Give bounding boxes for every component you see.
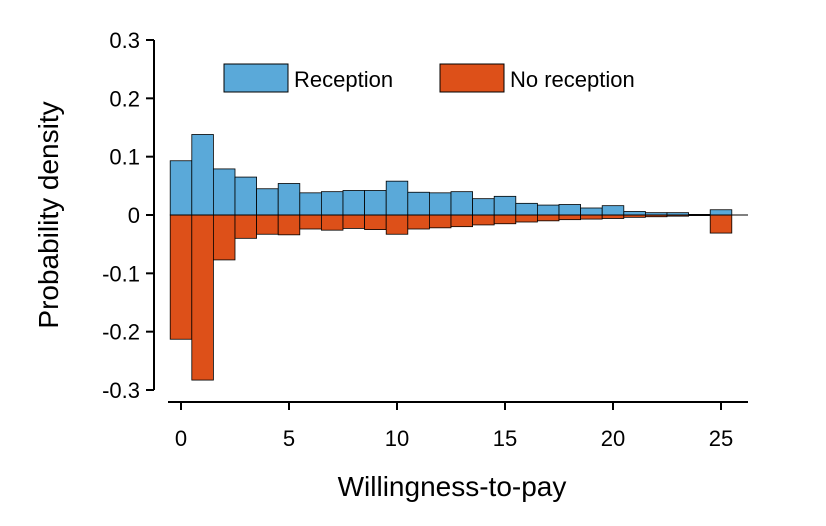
bar-no-reception [580,214,603,220]
bar-reception [472,198,495,216]
legend-label-reception: Reception [294,67,393,92]
x-tick-label: 10 [385,426,409,451]
bar-no-reception [601,214,625,219]
bar-no-reception [299,214,322,230]
bar-reception [515,202,538,216]
y-axis: 0.3 0.2 0.1 0 -0.1 -0.2 -0.3 [102,28,155,403]
bar-no-reception [277,214,301,236]
y-tick-label: 0.3 [109,28,140,53]
bar-no-reception [709,214,733,234]
bar-reception [299,192,322,216]
bar-reception [493,195,517,216]
y-tick-label: -0.2 [102,320,140,345]
bar-reception [385,180,409,216]
bar-no-reception [256,214,279,235]
bar-no-reception [342,214,366,229]
bar-reception [342,190,366,216]
bar-reception [234,176,258,216]
bar-no-reception [493,214,517,225]
bar-no-reception [364,214,387,230]
y-tick-label: 0 [128,203,140,228]
bar-reception [709,209,733,216]
x-tick-label: 25 [709,426,733,451]
bar-reception [364,190,387,216]
legend-swatch-no-reception [439,63,505,93]
bar-no-reception [537,214,560,222]
legend: Reception No reception [223,63,635,93]
bar-reception [277,183,301,216]
x-tick-label: 0 [175,426,187,451]
bar-reception [623,211,646,216]
x-axis: 0 5 10 15 20 25 [168,401,748,451]
bar-no-reception [450,214,474,228]
bar-no-reception [428,214,452,229]
bar-reception [169,160,193,216]
bars-layer [169,134,733,381]
bar-reception [212,168,236,216]
y-axis-label: Probability density [33,101,64,328]
y-tick-label: 0.2 [109,86,140,111]
x-tick-label: 20 [601,426,625,451]
bar-reception [191,134,214,216]
x-tick-label: 15 [493,426,517,451]
bar-no-reception [407,214,430,230]
x-tick-label: 5 [283,426,295,451]
y-tick-label: -0.1 [102,261,140,286]
bar-reception [558,204,582,216]
legend-label-no-reception: No reception [510,67,635,92]
x-axis-label: Willingness-to-pay [338,471,567,502]
bar-no-reception [385,214,409,235]
bar-reception [428,192,452,216]
bar-reception [537,204,560,216]
bar-no-reception [515,214,538,223]
bar-no-reception [472,214,495,226]
bar-no-reception [191,214,214,381]
y-tick-label: 0.1 [109,145,140,170]
bar-reception [407,191,430,216]
bar-reception [601,205,625,216]
y-tick-label: -0.3 [102,378,140,403]
bar-reception [256,188,279,216]
legend-swatch-reception [223,63,289,93]
bar-reception [580,207,603,216]
bar-no-reception [169,214,193,340]
bar-reception [450,191,474,216]
bar-no-reception [212,214,236,261]
bar-no-reception [234,214,258,239]
bar-no-reception [320,214,344,231]
bar-reception [320,191,344,216]
bar-no-reception [558,214,582,221]
